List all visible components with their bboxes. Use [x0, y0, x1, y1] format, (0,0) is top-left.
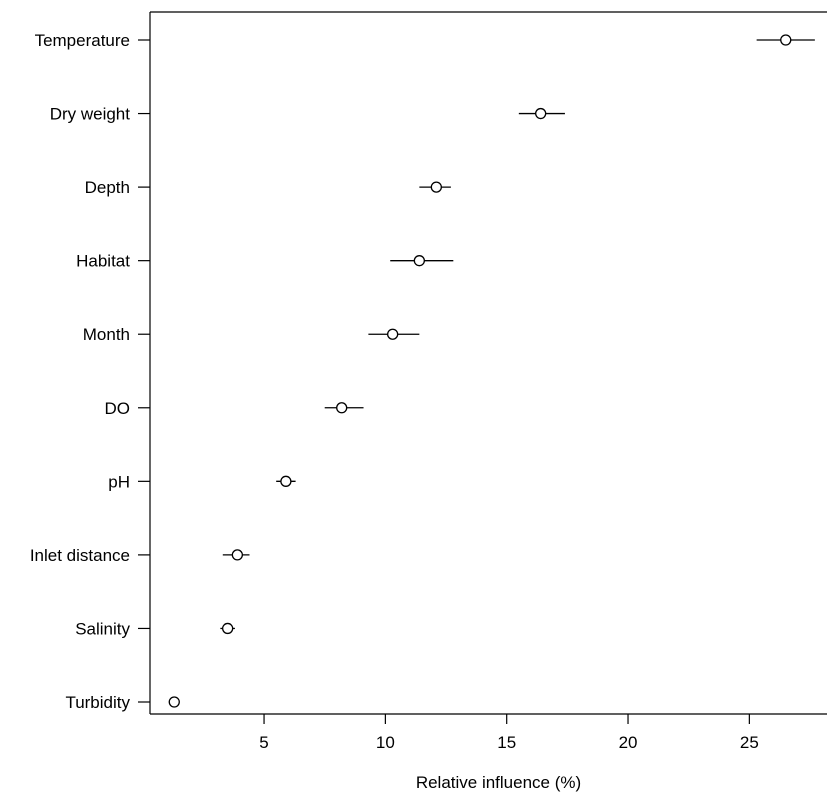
- y-tick-label: Inlet distance: [30, 546, 130, 565]
- data-point: [336, 402, 348, 414]
- data-point: [430, 181, 442, 193]
- y-tick-label: Month: [83, 325, 130, 344]
- y-tick-label: Dry weight: [50, 105, 131, 124]
- y-tick-label: Salinity: [75, 619, 130, 638]
- y-tick-label: Depth: [85, 178, 130, 197]
- x-tick-label: 25: [740, 733, 759, 752]
- y-tick-label: DO: [105, 399, 131, 418]
- y-tick-label: Habitat: [76, 252, 130, 271]
- x-axis-label: Relative influence (%): [416, 773, 581, 792]
- x-tick-label: 20: [619, 733, 638, 752]
- x-tick-label: 15: [497, 733, 516, 752]
- data-point: [231, 549, 244, 561]
- data-marks: [168, 34, 815, 708]
- y-tick-label: Turbidity: [65, 693, 130, 712]
- x-tick-label: 5: [259, 733, 268, 752]
- x-tick-label: 10: [376, 733, 395, 752]
- y-tick-label: pH: [108, 472, 130, 491]
- data-point: [387, 328, 399, 340]
- y-tick-label: Temperature: [35, 31, 130, 50]
- data-point: [280, 475, 292, 487]
- data-point: [221, 622, 234, 635]
- data-point: [780, 34, 792, 46]
- x-axis: 5 10 15 20 25: [259, 714, 759, 752]
- y-axis: Temperature Dry weight Depth Habitat Month DO…: [30, 31, 150, 712]
- data-point: [168, 696, 180, 708]
- plot-frame: [149, 11, 827, 715]
- data-point: [413, 255, 425, 267]
- data-point: [535, 107, 547, 120]
